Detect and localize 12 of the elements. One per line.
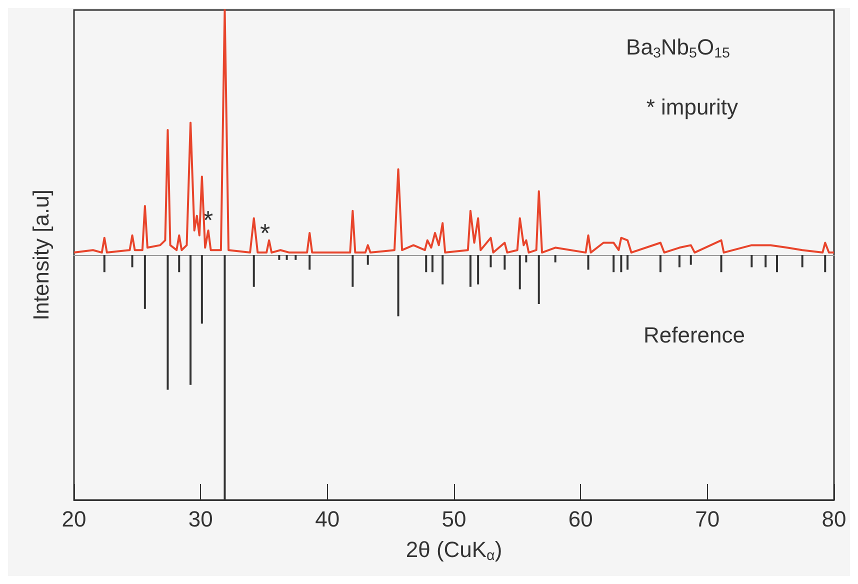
x-tick-label: 80 bbox=[822, 506, 846, 532]
annotation: * impurity bbox=[646, 94, 738, 120]
x-tick-label: 60 bbox=[568, 506, 593, 532]
annotation: Reference bbox=[643, 322, 746, 348]
x-tick-label: 20 bbox=[62, 506, 86, 532]
x-tick-label: 70 bbox=[695, 506, 720, 532]
x-tick-label: 50 bbox=[442, 506, 466, 532]
annotation: * bbox=[202, 205, 214, 235]
x-tick-label: 40 bbox=[315, 506, 340, 532]
x-tick-label: 30 bbox=[188, 506, 213, 532]
y-axis-title: Intensity [a.u] bbox=[28, 190, 54, 320]
annotation: * bbox=[260, 218, 270, 248]
